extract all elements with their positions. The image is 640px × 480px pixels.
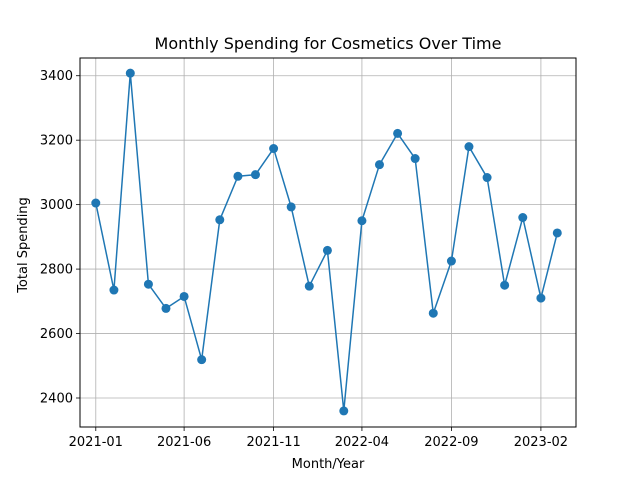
data-point-2021-11-01 [269, 144, 279, 154]
data-point-2021-02-01 [109, 285, 119, 295]
data-point-2021-01-01 [91, 198, 101, 208]
y-tick-label: 3200 [40, 134, 73, 149]
x-tick-label: 2021-06 [157, 435, 211, 450]
data-point-2021-06-01 [179, 291, 189, 301]
data-point-2022-04-01 [357, 216, 367, 226]
data-point-2022-03-01 [339, 406, 349, 416]
y-axis-label: Total Spending [16, 197, 31, 294]
x-tick-label: 2022-04 [335, 435, 389, 450]
x-tick-label: 2022-09 [424, 435, 478, 450]
y-tick-label: 3000 [40, 198, 73, 213]
y-axis-ticks: 2400 2600 2800 3000 3200 3400 [40, 69, 80, 406]
data-point-2022-11-01 [482, 173, 492, 183]
data-point-2021-12-01 [286, 202, 296, 212]
data-point-2022-01-01 [304, 281, 314, 291]
y-tick-label: 2600 [40, 327, 73, 342]
x-tick-label: 2023-02 [514, 435, 568, 450]
data-point-2021-08-01 [215, 215, 225, 225]
x-tick-label: 2021-01 [69, 435, 123, 450]
data-point-2022-02-01 [322, 245, 332, 255]
plot-frame [79, 57, 577, 428]
data-point-2021-10-01 [250, 170, 260, 180]
data-point-2023-01-01 [518, 213, 528, 223]
data-point-2022-06-01 [393, 128, 403, 138]
data-point-2021-07-01 [197, 355, 207, 365]
data-point-2021-04-01 [143, 279, 153, 289]
x-tick-label: 2021-11 [246, 435, 300, 450]
data-points [91, 68, 562, 416]
grid-lines [80, 58, 576, 427]
data-point-2022-10-01 [464, 142, 474, 152]
data-point-2022-05-01 [374, 160, 384, 170]
data-point-2022-08-01 [428, 308, 438, 318]
data-point-2021-09-01 [233, 171, 243, 181]
y-tick-label: 2400 [40, 391, 73, 406]
data-point-2021-05-01 [161, 303, 171, 313]
y-tick-label: 3400 [40, 69, 73, 84]
data-point-2023-02-01 [536, 293, 546, 303]
x-axis-ticks: 2021-01 2021-06 2021-11 2022-04 2022-09 2023-… [69, 427, 568, 450]
data-point-2022-12-01 [500, 280, 510, 290]
y-tick-label: 2800 [40, 263, 73, 278]
chart-title: Monthly Spending for Cosmetics Over Time [155, 34, 502, 53]
data-point-2021-03-01 [125, 68, 135, 78]
data-point-2023-03-01 [552, 228, 562, 238]
data-point-2022-09-01 [446, 256, 456, 266]
data-point-2022-07-01 [410, 154, 420, 164]
x-axis-label: Month/Year [292, 457, 365, 472]
